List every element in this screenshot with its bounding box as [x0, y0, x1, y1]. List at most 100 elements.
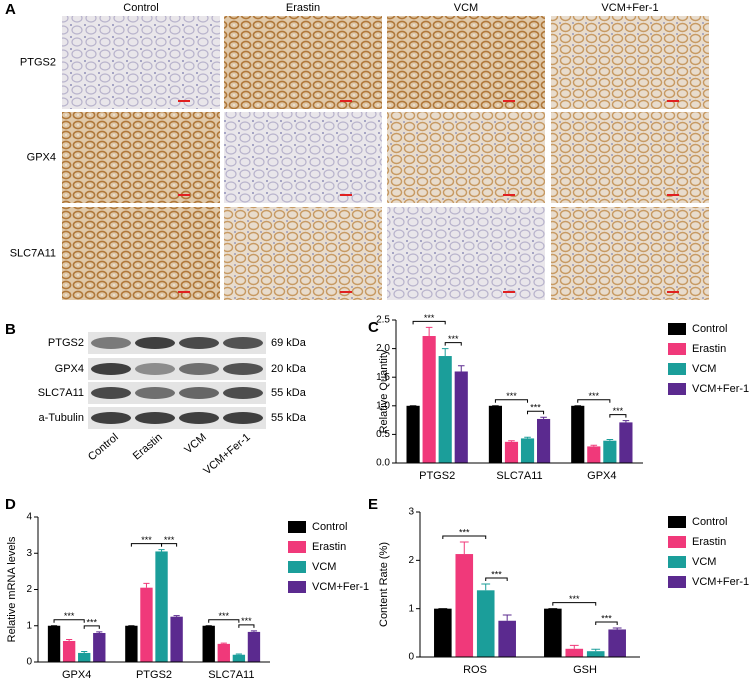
significance-label: ***: [219, 611, 230, 621]
bar: [422, 336, 436, 463]
error-bar: [220, 642, 227, 644]
bar: [434, 608, 452, 657]
bar: [247, 631, 261, 662]
bar: [544, 608, 562, 657]
legend-swatch: [288, 581, 306, 593]
legend-swatch: [668, 516, 686, 528]
micrograph: [551, 207, 709, 300]
bar: [586, 651, 605, 657]
blot-strip: [88, 382, 266, 404]
significance-label: ***: [530, 403, 541, 413]
micrograph: [224, 207, 382, 300]
blot-strip: [88, 358, 266, 380]
bar: [47, 625, 61, 662]
legend-label: VCM+Fer-1: [692, 576, 749, 588]
micrograph: [62, 16, 220, 109]
blot-band: [135, 337, 175, 349]
x-tick-label: ROS: [463, 664, 487, 676]
error-bar: [622, 420, 630, 423]
size-label: 55 kDa: [271, 387, 307, 399]
legend-swatch: [288, 561, 306, 573]
significance-label: ***: [164, 535, 175, 545]
y-tick-label: 1: [408, 603, 414, 614]
lane-label: VCM: [182, 431, 208, 456]
panel-label: E: [368, 496, 378, 513]
error-bar: [502, 614, 512, 621]
legend-label: Control: [692, 323, 727, 335]
error-bar: [235, 653, 242, 655]
bar: [536, 418, 551, 463]
blot-strip: [88, 407, 266, 429]
blot-band: [91, 412, 131, 424]
error-bar: [457, 365, 465, 372]
bar: [438, 356, 452, 463]
legend-label: Erastin: [692, 343, 726, 355]
legend-label: Erastin: [312, 541, 346, 553]
y-axis-label: Relative Quantity: [378, 349, 390, 433]
legend-label: VCM: [692, 363, 716, 375]
axes: [37, 517, 270, 663]
axes: [419, 512, 640, 658]
lane-label: Control: [86, 431, 121, 463]
axes: [395, 320, 643, 464]
lane-label: VCM+Fer-1: [201, 431, 252, 477]
blot-band: [223, 337, 263, 349]
bar: [488, 405, 503, 463]
y-tick-label: 0.5: [376, 429, 390, 440]
row-label: SLC7A11: [10, 247, 56, 259]
row-label: PTGS2: [20, 56, 56, 68]
error-bar: [459, 541, 469, 555]
significance-bracket: [552, 602, 597, 606]
significance-bracket: [527, 410, 545, 415]
micrograph: [224, 112, 382, 203]
micrograph: [224, 16, 382, 109]
bar: [78, 652, 91, 662]
bar: [571, 405, 585, 463]
error-bar: [524, 436, 531, 439]
significance-label: ***: [569, 594, 580, 604]
significance-bracket: [442, 535, 487, 539]
error-bar: [158, 549, 165, 552]
y-tick-label: 2: [26, 584, 32, 595]
blot-strip: [88, 332, 266, 354]
bar: [619, 422, 633, 463]
bar: [476, 590, 495, 657]
column-label: VCM+Fer-1: [601, 2, 658, 14]
blot-band: [223, 387, 263, 399]
error-bar: [250, 630, 258, 632]
significance-bracket: [494, 399, 529, 403]
legend-swatch: [668, 536, 686, 548]
error-bar: [508, 440, 515, 442]
error-bar: [540, 416, 547, 419]
bar: [603, 440, 617, 463]
x-tick-label: GSH: [573, 664, 597, 676]
bar: [498, 620, 516, 657]
row-label: GPX4: [27, 151, 56, 163]
significance-label: ***: [64, 611, 75, 621]
y-tick-label: 1: [26, 620, 32, 631]
y-axis-label: Content Rate (%): [378, 542, 390, 627]
significance-label: ***: [491, 569, 502, 579]
blot-band: [135, 387, 175, 399]
significance-label: ***: [424, 313, 435, 323]
bar: [217, 643, 230, 662]
blot-band: [91, 337, 131, 349]
significance-label: ***: [589, 391, 600, 401]
y-tick-label: 2.5: [376, 315, 390, 326]
size-label: 69 kDa: [271, 337, 307, 349]
legend-label: VCM+Fer-1: [312, 581, 369, 593]
significance-label: ***: [141, 535, 152, 545]
significance-bracket: [577, 399, 611, 403]
legend-label: VCM: [692, 556, 716, 568]
significance-bracket: [208, 619, 240, 623]
significance-label: ***: [86, 617, 97, 627]
significance-bracket: [83, 625, 100, 629]
y-tick-label: 2: [408, 555, 414, 566]
protein-label: a-Tubulin: [39, 412, 84, 424]
x-tick-label: GPX4: [587, 470, 616, 482]
bar: [587, 446, 601, 463]
y-tick-label: 0: [408, 652, 414, 663]
bar: [125, 625, 138, 662]
y-tick-label: 0: [26, 657, 32, 668]
error-bar: [441, 348, 449, 357]
